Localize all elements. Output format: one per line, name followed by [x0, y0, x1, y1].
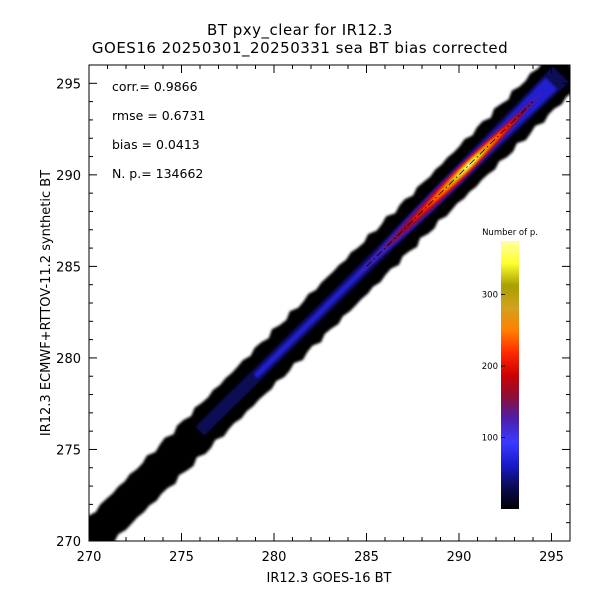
x-tick-label: 275 [169, 550, 194, 565]
colorbar-tick-label: 300 [482, 291, 498, 301]
y-tick-label: 270 [56, 535, 81, 550]
x-axis: 270 275 280 285 290 295 [77, 65, 571, 565]
x-tick-label: 270 [77, 550, 102, 565]
colorbar-tick-label: 100 [482, 434, 498, 444]
x-axis-label: IR12.3 GOES-16 BT [267, 571, 392, 586]
y-tick-label: 280 [56, 352, 81, 367]
stat-bias: bias = 0.0413 [112, 137, 200, 152]
y-axis: 270 275 280 285 290 295 [56, 64, 570, 550]
x-tick-label: 290 [447, 550, 472, 565]
x-tick-label: 285 [354, 550, 379, 565]
colorbar-scale [501, 241, 519, 509]
y-tick-label: 275 [56, 443, 81, 458]
chart-subtitle: GOES16 20250301_20250331 sea BT bias cor… [91, 39, 509, 57]
x-tick-label: 295 [539, 550, 564, 565]
colorbar-tick-label: 200 [482, 362, 498, 372]
stat-corr: corr.= 0.9866 [112, 79, 198, 94]
y-axis-label: IR12.3 ECMWF+RTTOV-11.2 synthetic BT [39, 170, 54, 436]
y-tick-label: 285 [56, 260, 81, 275]
stats-block: corr.= 0.9866 rmse = 0.6731 bias = 0.041… [112, 79, 205, 181]
one-to-one-line [366, 101, 534, 267]
chart-title: BT pxy_clear for IR12.3 [207, 21, 393, 39]
y-tick-label: 295 [56, 77, 81, 92]
x-tick-label: 280 [262, 550, 287, 565]
colorbar: Number of p. 100 200 300 [482, 228, 538, 509]
colorbar-title: Number of p. [482, 228, 538, 238]
stat-npoints: N. p.= 134662 [112, 166, 203, 181]
y-tick-label: 290 [56, 169, 81, 184]
stat-rmse: rmse = 0.6731 [112, 108, 205, 123]
